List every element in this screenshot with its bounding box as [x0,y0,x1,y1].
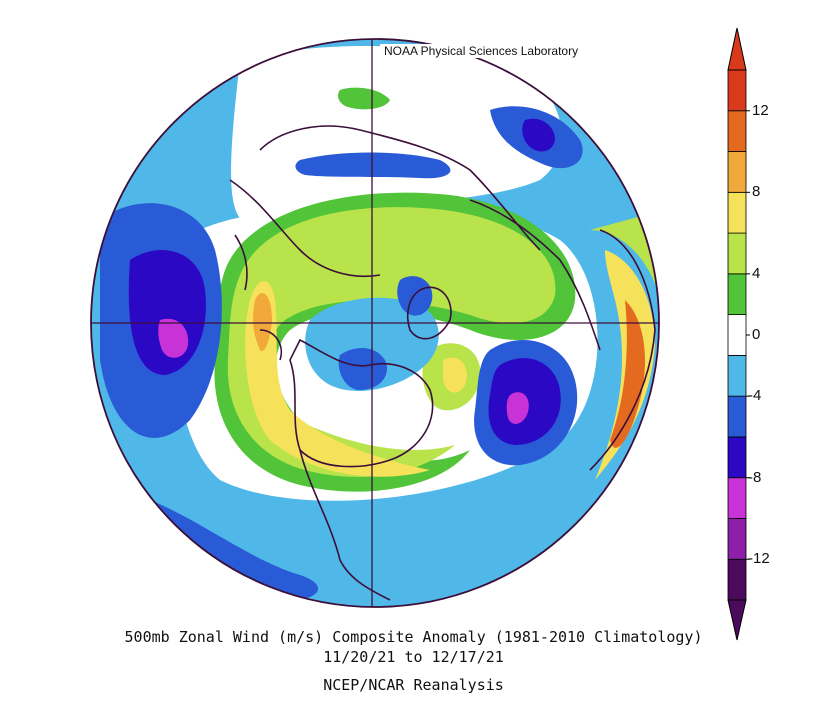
colorbar-segment [727,354,747,397]
colorbar-segment [727,232,747,275]
caption-source: NCEP/NCAR Reanalysis [323,676,504,694]
coast-asia-north [229,179,381,278]
colorbar-segment [727,273,747,316]
positive-max-west [253,292,272,351]
graticule [90,38,660,608]
colorbar-tick-label: -8 [748,468,762,486]
coast-africa [589,229,656,471]
colorbar-tick-label: -4 [748,387,762,405]
colorbar-tick-label: 0 [752,326,761,343]
colorbar-tick-label: 8 [752,183,761,201]
coast-europe [469,199,601,351]
positive-ring-yellow [227,207,556,477]
positive-center-right-y [443,357,467,393]
colorbar-tick-label: 4 [752,264,761,282]
negative-polar-core [338,348,388,390]
colorbar-segment [727,69,747,112]
attribution: NOAA Physical Sciences Laboratory [380,44,583,58]
colorbar-segment [727,151,747,193]
positive-top-green [337,87,390,110]
coast-japan [234,234,248,291]
negative-top-band [295,152,451,179]
coastlines [229,125,656,601]
coast-alaska [259,329,282,361]
colorbar-segment [727,314,747,356]
colorbar-segment [727,110,747,152]
negative-east-max [506,392,529,424]
coast-greenland [406,286,452,340]
colorbar-tick-label: -12 [748,550,770,568]
colorbar [727,27,750,641]
colorbar-segment [727,518,747,560]
colorbar-segment [727,191,747,234]
colorbar-max-arrow [727,27,747,71]
coast-eurasia-east [259,125,541,251]
colorbar-min-arrow [727,599,747,641]
caption-title: 500mb Zonal Wind (m/s) Composite Anomaly… [124,628,703,646]
colorbar-segment [727,395,747,438]
negative-west-max [158,318,189,358]
positive-ring-orange [245,281,430,477]
colorbar-segment [727,477,747,519]
map-boundary [90,38,660,608]
colorbar-segment [727,558,747,601]
anomaly-field [91,39,659,607]
negative-top-right-core [522,118,555,152]
coast-north-america [289,338,434,468]
colorbar-tick-label: 12 [752,101,769,119]
positive-east-yellow [595,250,655,480]
negative-south [150,500,319,600]
colorbar-segment [727,436,747,479]
positive-east-orange [610,300,645,448]
caption-dates: 11/20/21 to 12/17/21 [323,648,504,666]
coast-central-america [299,449,391,601]
